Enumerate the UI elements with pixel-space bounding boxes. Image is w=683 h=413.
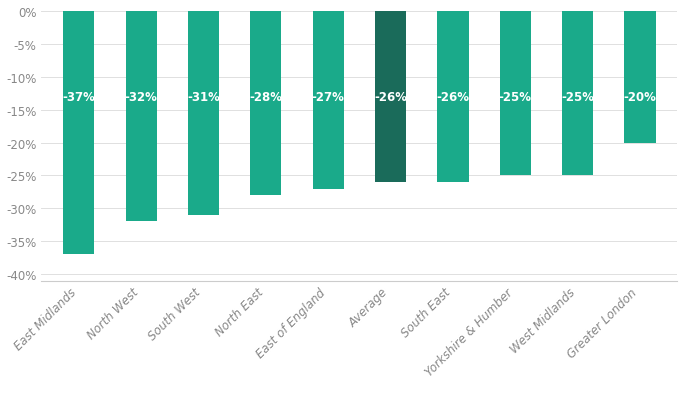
Text: -28%: -28%: [249, 91, 282, 104]
Text: -26%: -26%: [374, 91, 407, 104]
Text: -32%: -32%: [125, 91, 158, 104]
Bar: [250, 12, 281, 196]
Bar: [188, 12, 219, 215]
Bar: [375, 12, 406, 183]
Text: -37%: -37%: [62, 91, 95, 104]
Bar: [624, 12, 656, 143]
Bar: [313, 12, 344, 189]
Bar: [562, 12, 594, 176]
Text: -27%: -27%: [311, 91, 345, 104]
Text: -20%: -20%: [624, 91, 656, 104]
Text: -31%: -31%: [187, 91, 220, 104]
Text: -25%: -25%: [561, 91, 594, 104]
Bar: [126, 12, 156, 222]
Text: -26%: -26%: [436, 91, 469, 104]
Text: -25%: -25%: [499, 91, 532, 104]
Bar: [437, 12, 469, 183]
Bar: [63, 12, 94, 255]
Bar: [500, 12, 531, 176]
